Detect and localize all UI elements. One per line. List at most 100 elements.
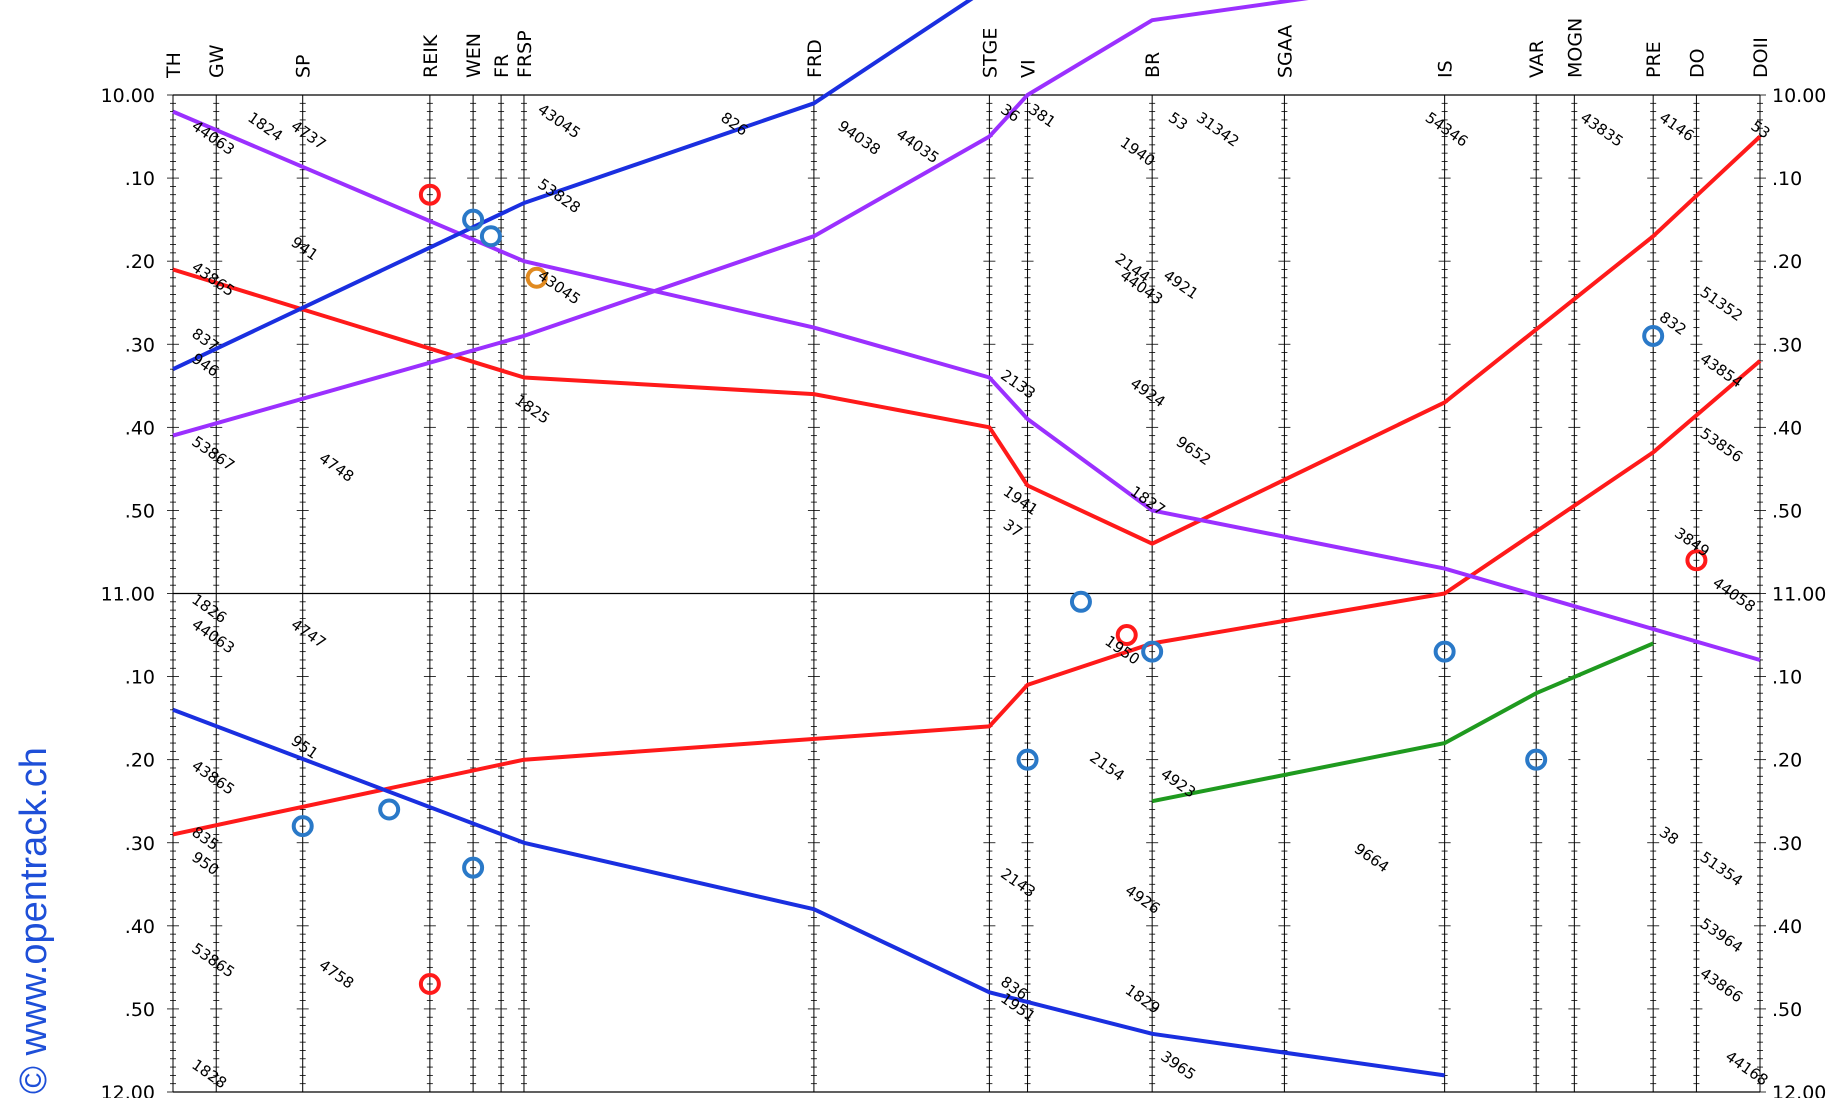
station-label: IS bbox=[1435, 60, 1457, 78]
plot-area: TH GW SP REIK WEN FR FRSP FRD STGE VI BR SGAA IS VAR M… bbox=[101, 18, 1827, 1098]
station-label: SP bbox=[293, 54, 315, 78]
train-number-label: 951 bbox=[288, 732, 322, 763]
train-number-label: 44058 bbox=[1709, 574, 1758, 616]
time-tick-left: .50 bbox=[125, 500, 155, 522]
train-number-label: 53 bbox=[1748, 117, 1774, 143]
time-tick-right: .30 bbox=[1772, 833, 1802, 855]
train-number-label: 38 bbox=[1656, 823, 1682, 849]
train-path-blue bbox=[172, 0, 974, 372]
train-number-label: 950 bbox=[189, 848, 223, 879]
train-number-label: 4737 bbox=[288, 117, 330, 154]
station-label: DO bbox=[1686, 48, 1708, 78]
train-number-label: 43865 bbox=[189, 757, 238, 799]
event-marker bbox=[479, 225, 502, 248]
time-tick-left: 11.00 bbox=[101, 584, 155, 606]
event-marker bbox=[462, 856, 485, 879]
event-marker bbox=[525, 266, 548, 289]
event-marker bbox=[1685, 549, 1708, 572]
station-label: PRE bbox=[1643, 41, 1665, 78]
station-label: REIK bbox=[420, 34, 442, 78]
event-marker bbox=[1433, 640, 1456, 663]
train-number-label: 44063 bbox=[189, 117, 238, 159]
time-tick-left: 12.00 bbox=[101, 1082, 155, 1098]
event-marker bbox=[462, 208, 485, 231]
time-tick-right: .10 bbox=[1772, 667, 1802, 689]
event-marker bbox=[1016, 748, 1039, 771]
train-number-label: 1829 bbox=[1122, 981, 1164, 1018]
train-number-label: 53865 bbox=[189, 939, 238, 981]
train-number-label: 51354 bbox=[1697, 848, 1746, 890]
train-number-label: 1824 bbox=[244, 108, 286, 145]
station-label: BR bbox=[1142, 52, 1164, 78]
time-tick-right: .50 bbox=[1772, 999, 1802, 1021]
time-tick-right: 12.00 bbox=[1772, 1082, 1826, 1098]
train-number-label: 381 bbox=[1025, 100, 1059, 131]
station-label: STGE bbox=[979, 28, 1001, 78]
train-number-label: 2133 bbox=[997, 366, 1039, 403]
time-tick-left: .20 bbox=[125, 750, 155, 772]
train-number-label: 53 bbox=[1165, 108, 1191, 134]
train-number-label: 4924 bbox=[1127, 374, 1169, 411]
event-marker bbox=[291, 815, 314, 838]
time-tick-left: .10 bbox=[125, 667, 155, 689]
event-markers bbox=[291, 183, 1708, 995]
event-marker bbox=[378, 798, 401, 821]
train-number-label: 4748 bbox=[316, 449, 358, 486]
event-marker bbox=[1642, 324, 1665, 347]
train-path-blue bbox=[172, 707, 1445, 1078]
train-number-label: 44168 bbox=[1722, 1047, 1771, 1089]
train-number-label: 53856 bbox=[1697, 424, 1746, 466]
train-number-label: 4758 bbox=[316, 956, 358, 993]
train-path-purple bbox=[172, 109, 1761, 662]
train-number-label: 2143 bbox=[997, 865, 1039, 902]
event-marker bbox=[1141, 640, 1164, 663]
event-marker bbox=[418, 183, 441, 206]
station-label: FRSP bbox=[514, 30, 536, 78]
train-number-label: 54346 bbox=[1422, 108, 1471, 150]
series-layer bbox=[172, 0, 1762, 1078]
train-number-label: 31342 bbox=[1193, 108, 1242, 150]
time-tick-left: .50 bbox=[125, 999, 155, 1021]
train-number-label: 43866 bbox=[1697, 964, 1746, 1006]
train-number-label: 53867 bbox=[189, 432, 238, 474]
time-tick-right: .50 bbox=[1772, 500, 1802, 522]
time-tick-right: .40 bbox=[1772, 417, 1802, 439]
train-path-green bbox=[1151, 641, 1654, 804]
train-number-label: 4747 bbox=[288, 615, 330, 652]
train-number-label: 3965 bbox=[1157, 1047, 1199, 1084]
train-number-label: 43045 bbox=[534, 100, 583, 142]
time-tick-right: .10 bbox=[1772, 168, 1802, 190]
train-path-red bbox=[172, 135, 1762, 546]
train-number-label: 4926 bbox=[1122, 881, 1164, 918]
time-tick-right: .30 bbox=[1772, 334, 1802, 356]
train-number-label: 43835 bbox=[1577, 108, 1626, 150]
train-number-label: 43854 bbox=[1697, 349, 1746, 391]
time-tick-left: .10 bbox=[125, 168, 155, 190]
train-number-label: 2154 bbox=[1086, 748, 1128, 785]
station-label: VAR bbox=[1526, 40, 1548, 78]
train-number-label: 946 bbox=[189, 349, 223, 380]
time-tick-left: .20 bbox=[125, 251, 155, 273]
station-label: FR bbox=[491, 54, 513, 78]
event-marker bbox=[418, 972, 441, 995]
time-tick-right: 11.00 bbox=[1772, 584, 1826, 606]
train-number-label: 43865 bbox=[189, 258, 238, 300]
time-tick-left: .30 bbox=[125, 833, 155, 855]
train-number-label: 94038 bbox=[834, 117, 883, 159]
watermark: © www.opentrack.ch bbox=[13, 747, 55, 1094]
time-tick-left: .30 bbox=[125, 334, 155, 356]
train-number-label: 9652 bbox=[1173, 432, 1215, 469]
train-number-label: 37 bbox=[1000, 516, 1026, 542]
station-label: WEN bbox=[463, 33, 485, 78]
station-label: TH bbox=[163, 52, 185, 79]
train-number-label: 4146 bbox=[1656, 108, 1698, 145]
time-tick-right: .20 bbox=[1772, 750, 1802, 772]
train-number-label: 44035 bbox=[893, 125, 942, 167]
station-label: SGAA bbox=[1274, 25, 1296, 78]
event-marker bbox=[1069, 590, 1092, 613]
station-label: GW bbox=[206, 44, 228, 78]
time-tick-right: .20 bbox=[1772, 251, 1802, 273]
train-number-label: 9664 bbox=[1351, 840, 1393, 877]
train-number-label: 1825 bbox=[512, 391, 554, 428]
event-marker bbox=[1115, 624, 1138, 647]
